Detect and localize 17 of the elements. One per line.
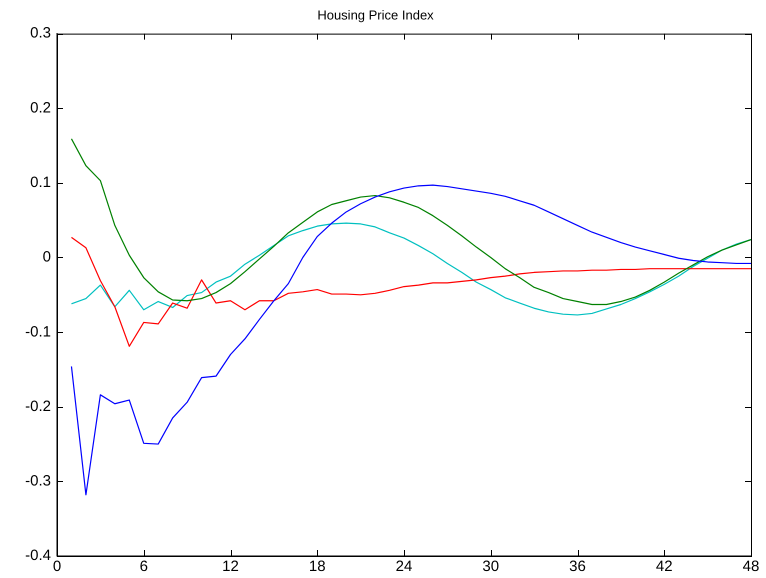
x-tick-label: 30: [482, 558, 500, 576]
x-tick-label: 48: [742, 558, 760, 576]
y-tick-label: -0.2: [25, 398, 51, 415]
chart-title: Housing Price Index: [317, 7, 434, 22]
y-tick-label: -0.1: [25, 323, 51, 340]
y-tick-label: 0.1: [30, 174, 51, 191]
x-tick-label: 24: [396, 558, 412, 576]
y-tick-label: 0.3: [30, 24, 51, 42]
y-tick-label: 0.2: [30, 99, 51, 116]
x-tick-label: 6: [140, 558, 148, 576]
x-tick-label: 36: [569, 558, 586, 576]
y-tick-label: 0: [42, 248, 51, 266]
y-tick-label: -0.3: [25, 472, 51, 490]
x-tick-label: 42: [656, 558, 673, 576]
x-tick-label: 12: [222, 558, 239, 576]
y-tick-label: -0.4: [25, 547, 51, 564]
x-tick-label: 18: [308, 558, 326, 576]
